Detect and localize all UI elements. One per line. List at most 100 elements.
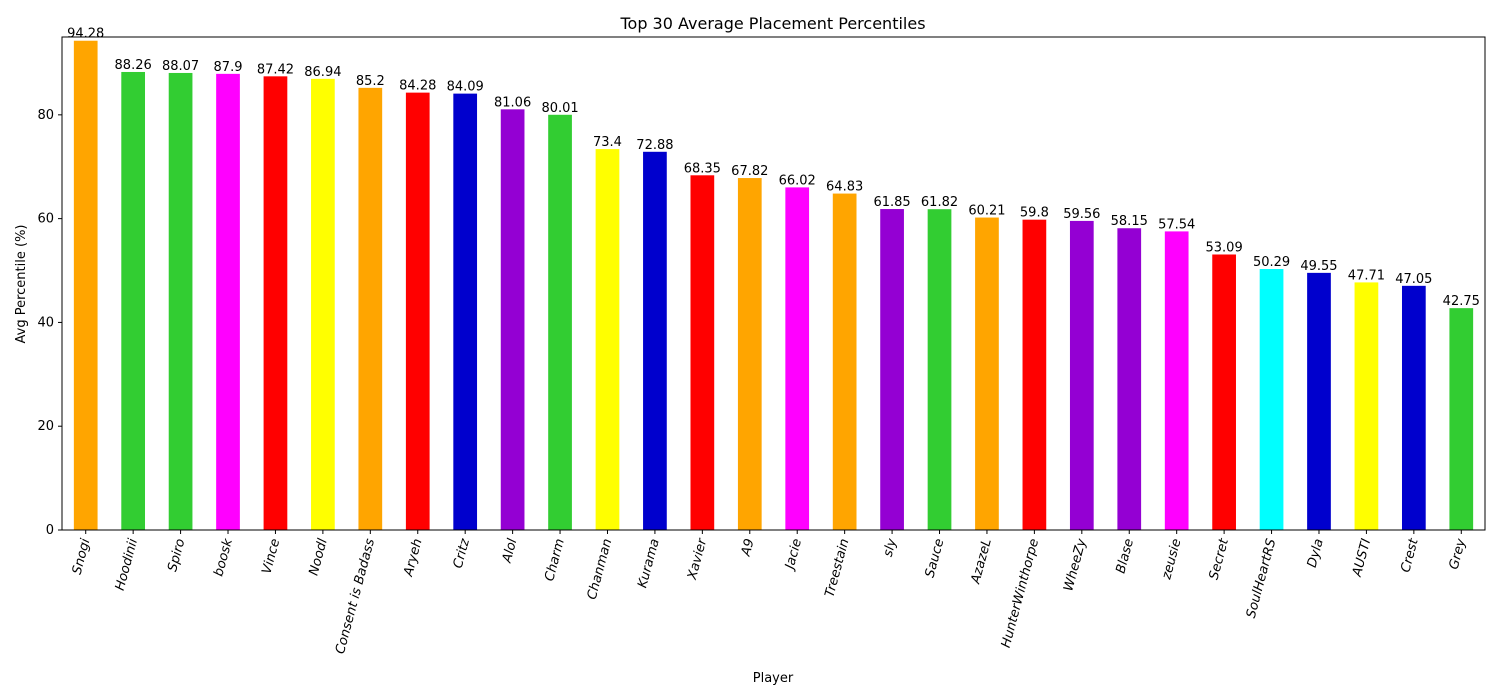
x-tick-label: Chanman [585,537,616,601]
x-tick-label: Charm [542,537,568,583]
bar [548,114,572,530]
bar [1259,269,1284,530]
bar-data-label: 67.82 [731,164,768,179]
x-tick-label: Jacie [782,537,805,573]
plot-frame [61,36,1486,531]
y-tick-label: 60 [37,212,54,227]
bar [121,71,146,530]
y-tick-label: 80 [37,108,54,123]
x-tick-label: Alol [500,537,521,565]
x-tick-label: AUSTI [1350,537,1375,579]
x-tick-label: Vince [260,537,284,576]
bar-data-label: 59.8 [1020,206,1049,221]
bar-data-label: 59.56 [1063,207,1100,222]
bar [500,109,525,531]
bar-data-label: 94.28 [67,27,104,42]
bar [1117,228,1142,530]
x-tick-label: Xavier [685,536,711,583]
bar [1354,282,1379,530]
bar [311,78,335,531]
bar-data-label: 80.01 [541,101,578,116]
x-tick-label: Treestain [823,537,853,599]
y-tick-label: 40 [37,315,54,330]
x-tick-label: WheeZy [1061,537,1089,593]
bar [1069,220,1094,530]
bar [73,40,98,530]
y-tick-label: 0 [46,523,54,538]
bar [358,87,383,530]
bar [168,72,193,531]
bar [263,76,288,530]
x-tick-label: HunterWinthorpe [999,537,1043,649]
bar [785,187,810,531]
bar-data-label: 84.28 [399,79,436,94]
bar-data-label: 88.07 [162,59,199,74]
bar-data-label: 81.06 [494,95,531,110]
x-tick-label: Aryeh [401,537,426,579]
bar [927,209,952,530]
y-axis: 0 20 40 60 80 [37,108,62,538]
bar [690,175,715,530]
bar-data-label: 57.54 [1158,217,1195,232]
x-tick-label: Snogi [70,537,94,576]
bar [880,209,904,530]
x-tick-label: Secret [1207,536,1233,581]
x-tick-label: Sauce [923,537,948,579]
x-tick-label: A9 [738,537,757,558]
bar-data-label: 64.83 [826,180,863,195]
bar [1307,272,1331,530]
bar-data-label: 42.75 [1443,294,1480,309]
x-tick-label: zeusie [1159,537,1184,582]
bar [405,92,430,530]
x-tick-label: Dyla [1305,537,1327,569]
bar-data-label: 86.94 [304,65,341,80]
bar-data-label: 73.4 [593,135,622,150]
bar-data-label: 58.15 [1111,214,1148,229]
x-tick-label: Blase [1113,537,1137,575]
bar [643,151,667,531]
bar [1164,231,1189,530]
bars-group: 94.28 88.26 88.07 87.9 87.42 86.94 85.2 84.28 84… [67,27,1480,531]
bar [737,178,762,530]
bar-data-label: 87.9 [214,60,243,75]
bar-data-label: 49.55 [1300,259,1337,274]
bar-data-label: 87.42 [257,62,294,77]
bar-data-label: 50.29 [1253,255,1290,270]
x-tick-label: Spiro [165,537,188,573]
chart-title: Top 30 Average Placement Percentiles [619,14,925,33]
x-tick-label: Critz [451,536,474,570]
x-tick-label: SoulHeartRS [1244,537,1280,620]
x-tick-label: sly [881,537,900,559]
x-axis-label: Player [753,671,794,686]
bar-data-label: 53.09 [1206,240,1243,255]
bar [832,193,857,531]
x-tick-label: Grey [1447,537,1470,571]
bar-data-label: 61.85 [873,195,910,210]
x-axis: Snogi Hoodinii Spiro boosk Vince Noodl Consent… [70,530,1470,656]
x-tick-label: boosk [211,537,236,578]
bar-data-label: 88.26 [115,58,152,73]
bar-data-label: 47.05 [1395,272,1432,287]
bar-data-label: 47.71 [1348,268,1385,283]
bar-data-label: 85.2 [356,74,385,89]
bar [453,93,478,530]
bar [595,149,620,530]
bar [1022,219,1047,530]
bar [1212,254,1236,530]
x-tick-label: Kurama [635,537,663,590]
bar-data-label: 84.09 [447,80,484,95]
bar [975,217,999,530]
bar-data-label: 68.35 [684,161,721,176]
bar-data-label: 66.02 [779,173,816,188]
y-tick-label: 20 [37,419,54,434]
x-tick-label: Consent is Badass [333,537,378,656]
bar [1401,285,1426,530]
bar-data-label: 60.21 [968,204,1005,219]
y-axis-label: Avg Percentile (%) [14,225,29,344]
x-tick-label: Crest [1398,536,1422,574]
bar [216,73,240,530]
bar-data-label: 61.82 [921,195,958,210]
x-tick-label: Hoodinii [113,537,141,592]
bar-data-label: 72.88 [636,138,673,153]
